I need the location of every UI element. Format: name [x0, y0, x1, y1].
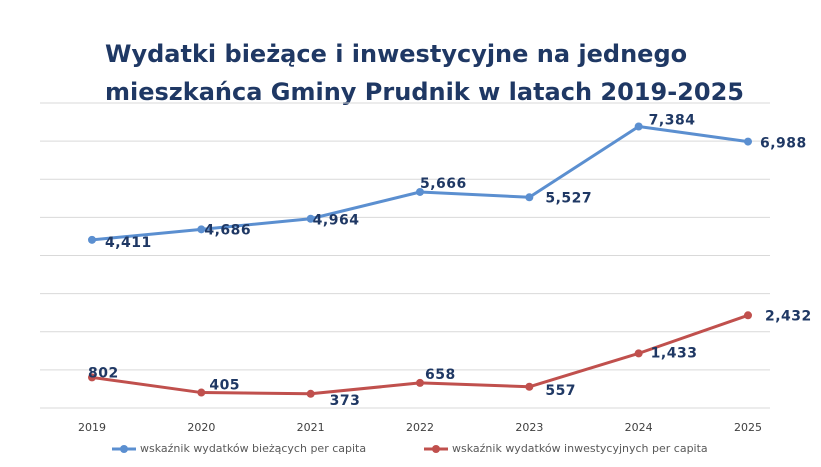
- data-point: [744, 311, 752, 320]
- chart-title: Wydatki bieżące i inwestycyjne na jedneg…: [105, 40, 687, 68]
- data-label: 4,964: [313, 213, 360, 229]
- data-point: [525, 193, 534, 202]
- legend-label: wskaźnik wydatków inwestycyjnych per cap…: [452, 442, 708, 455]
- x-tick-label: 2019: [78, 421, 106, 434]
- data-label: 4,686: [204, 222, 251, 238]
- data-point: [525, 382, 534, 391]
- data-label: 2,432: [765, 308, 812, 324]
- legend-marker: [120, 445, 128, 453]
- data-label: 373: [330, 393, 361, 409]
- legend-marker: [432, 445, 440, 453]
- x-tick-label: 2024: [625, 421, 653, 434]
- x-tick-label: 2022: [406, 421, 434, 434]
- data-label: 4,411: [105, 235, 152, 251]
- data-point: [306, 214, 315, 223]
- x-tick-label: 2020: [187, 421, 215, 434]
- data-point: [88, 373, 96, 382]
- data-point: [197, 388, 206, 397]
- data-label: 5,527: [545, 190, 592, 206]
- data-label: 7,384: [649, 112, 696, 128]
- data-point: [416, 378, 424, 387]
- x-tick-label: 2025: [734, 421, 762, 434]
- data-label: 6,988: [760, 136, 807, 152]
- data-point: [416, 187, 424, 196]
- data-label: 802: [88, 365, 119, 381]
- x-tick-label: 2021: [297, 421, 325, 434]
- data-label: 557: [545, 383, 576, 399]
- data-point: [634, 349, 643, 358]
- data-point: [744, 137, 752, 146]
- data-point: [88, 235, 96, 244]
- data-label: 405: [209, 378, 240, 394]
- data-label: 658: [425, 367, 456, 383]
- data-point: [306, 389, 315, 398]
- chart-title: mieszkańca Gminy Prudnik w latach 2019-2…: [105, 78, 744, 106]
- data-point: [634, 122, 643, 131]
- data-label: 1,433: [651, 345, 698, 361]
- x-tick-label: 2023: [515, 421, 543, 434]
- data-label: 5,666: [420, 176, 467, 192]
- data-point: [197, 225, 206, 234]
- legend-label: wskaźnik wydatków bieżących per capita: [140, 442, 366, 455]
